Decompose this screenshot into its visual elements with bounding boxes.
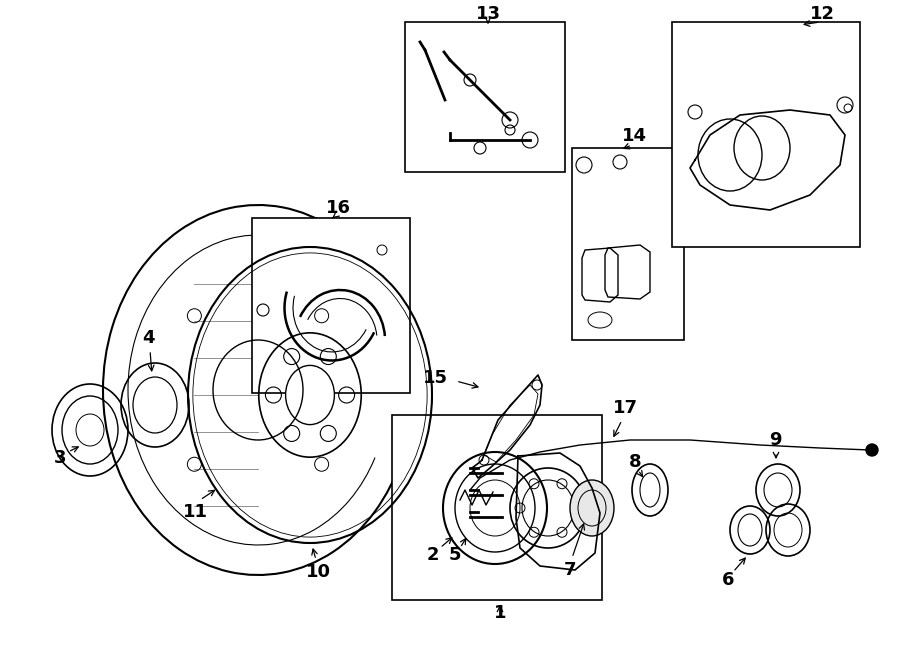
Text: 5: 5 (449, 546, 461, 564)
Text: 8: 8 (629, 453, 642, 471)
Text: 14: 14 (622, 127, 646, 145)
Text: 16: 16 (326, 199, 350, 217)
Text: 4: 4 (142, 329, 154, 347)
Text: 11: 11 (183, 503, 208, 521)
Text: 17: 17 (613, 399, 637, 417)
Circle shape (866, 444, 878, 456)
Text: 10: 10 (305, 563, 330, 581)
Text: 3: 3 (54, 449, 67, 467)
Bar (252, 218, 410, 393)
Text: 6: 6 (722, 571, 734, 589)
Bar (572, 148, 684, 340)
Text: 9: 9 (769, 431, 781, 449)
Bar (405, 22, 565, 172)
Text: 7: 7 (563, 561, 576, 579)
Ellipse shape (285, 366, 335, 424)
Text: 12: 12 (809, 5, 834, 23)
Ellipse shape (570, 480, 614, 536)
Text: 13: 13 (475, 5, 500, 23)
Text: 15: 15 (423, 369, 448, 387)
Text: 2: 2 (427, 546, 439, 564)
Bar (672, 22, 860, 247)
Text: 1: 1 (494, 604, 506, 622)
Bar (392, 415, 602, 600)
